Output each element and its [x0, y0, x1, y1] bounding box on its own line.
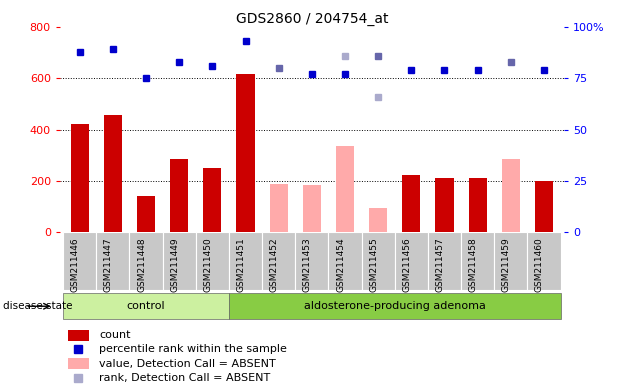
Bar	[303, 185, 321, 232]
Bar	[170, 159, 188, 232]
Bar	[435, 179, 454, 232]
Text: GSM211458: GSM211458	[469, 237, 478, 292]
Text: GSM211449: GSM211449	[170, 237, 179, 291]
Title: GDS2860 / 204754_at: GDS2860 / 204754_at	[236, 12, 388, 26]
Text: GSM211451: GSM211451	[236, 237, 246, 292]
Text: GSM211452: GSM211452	[270, 237, 278, 291]
Bar	[130, 232, 163, 290]
Text: GSM211454: GSM211454	[336, 237, 345, 291]
Text: GSM211446: GSM211446	[71, 237, 80, 291]
Bar	[295, 232, 328, 290]
Text: GSM211447: GSM211447	[104, 237, 113, 291]
Bar	[336, 146, 354, 232]
Bar	[328, 232, 362, 290]
Bar	[527, 232, 561, 290]
Text: GSM211455: GSM211455	[369, 237, 378, 292]
Bar	[395, 232, 428, 290]
Text: aldosterone-producing adenoma: aldosterone-producing adenoma	[304, 301, 486, 311]
Bar	[196, 232, 229, 290]
Bar	[369, 208, 387, 232]
Text: rank, Detection Call = ABSENT: rank, Detection Call = ABSENT	[99, 373, 270, 383]
Bar	[96, 232, 130, 290]
Text: GSM211457: GSM211457	[435, 237, 445, 292]
Text: count: count	[99, 330, 130, 340]
Bar	[63, 293, 229, 319]
Bar	[71, 124, 89, 232]
Bar	[63, 232, 96, 290]
Bar	[494, 232, 527, 290]
Bar	[362, 232, 395, 290]
Bar	[236, 74, 255, 232]
Text: value, Detection Call = ABSENT: value, Detection Call = ABSENT	[99, 359, 276, 369]
Text: GSM211453: GSM211453	[303, 237, 312, 292]
Text: percentile rank within the sample: percentile rank within the sample	[99, 344, 287, 354]
Text: GSM211460: GSM211460	[535, 237, 544, 292]
Bar	[270, 184, 288, 232]
Bar	[461, 232, 494, 290]
Bar	[428, 232, 461, 290]
Text: GSM211450: GSM211450	[203, 237, 212, 292]
Text: GSM211459: GSM211459	[502, 237, 511, 292]
Bar	[229, 232, 262, 290]
Text: GSM211456: GSM211456	[403, 237, 411, 292]
Bar	[469, 179, 487, 232]
Text: control: control	[127, 301, 165, 311]
Text: GSM211448: GSM211448	[137, 237, 146, 291]
Bar	[535, 181, 553, 232]
Bar	[163, 232, 196, 290]
Bar	[203, 168, 222, 232]
Bar	[229, 293, 561, 319]
Bar	[262, 232, 295, 290]
Bar	[501, 159, 520, 232]
Bar	[137, 196, 155, 232]
Bar	[68, 330, 89, 341]
Bar	[402, 175, 420, 232]
Bar	[68, 358, 89, 369]
Bar	[104, 116, 122, 232]
Text: disease state: disease state	[3, 301, 72, 311]
